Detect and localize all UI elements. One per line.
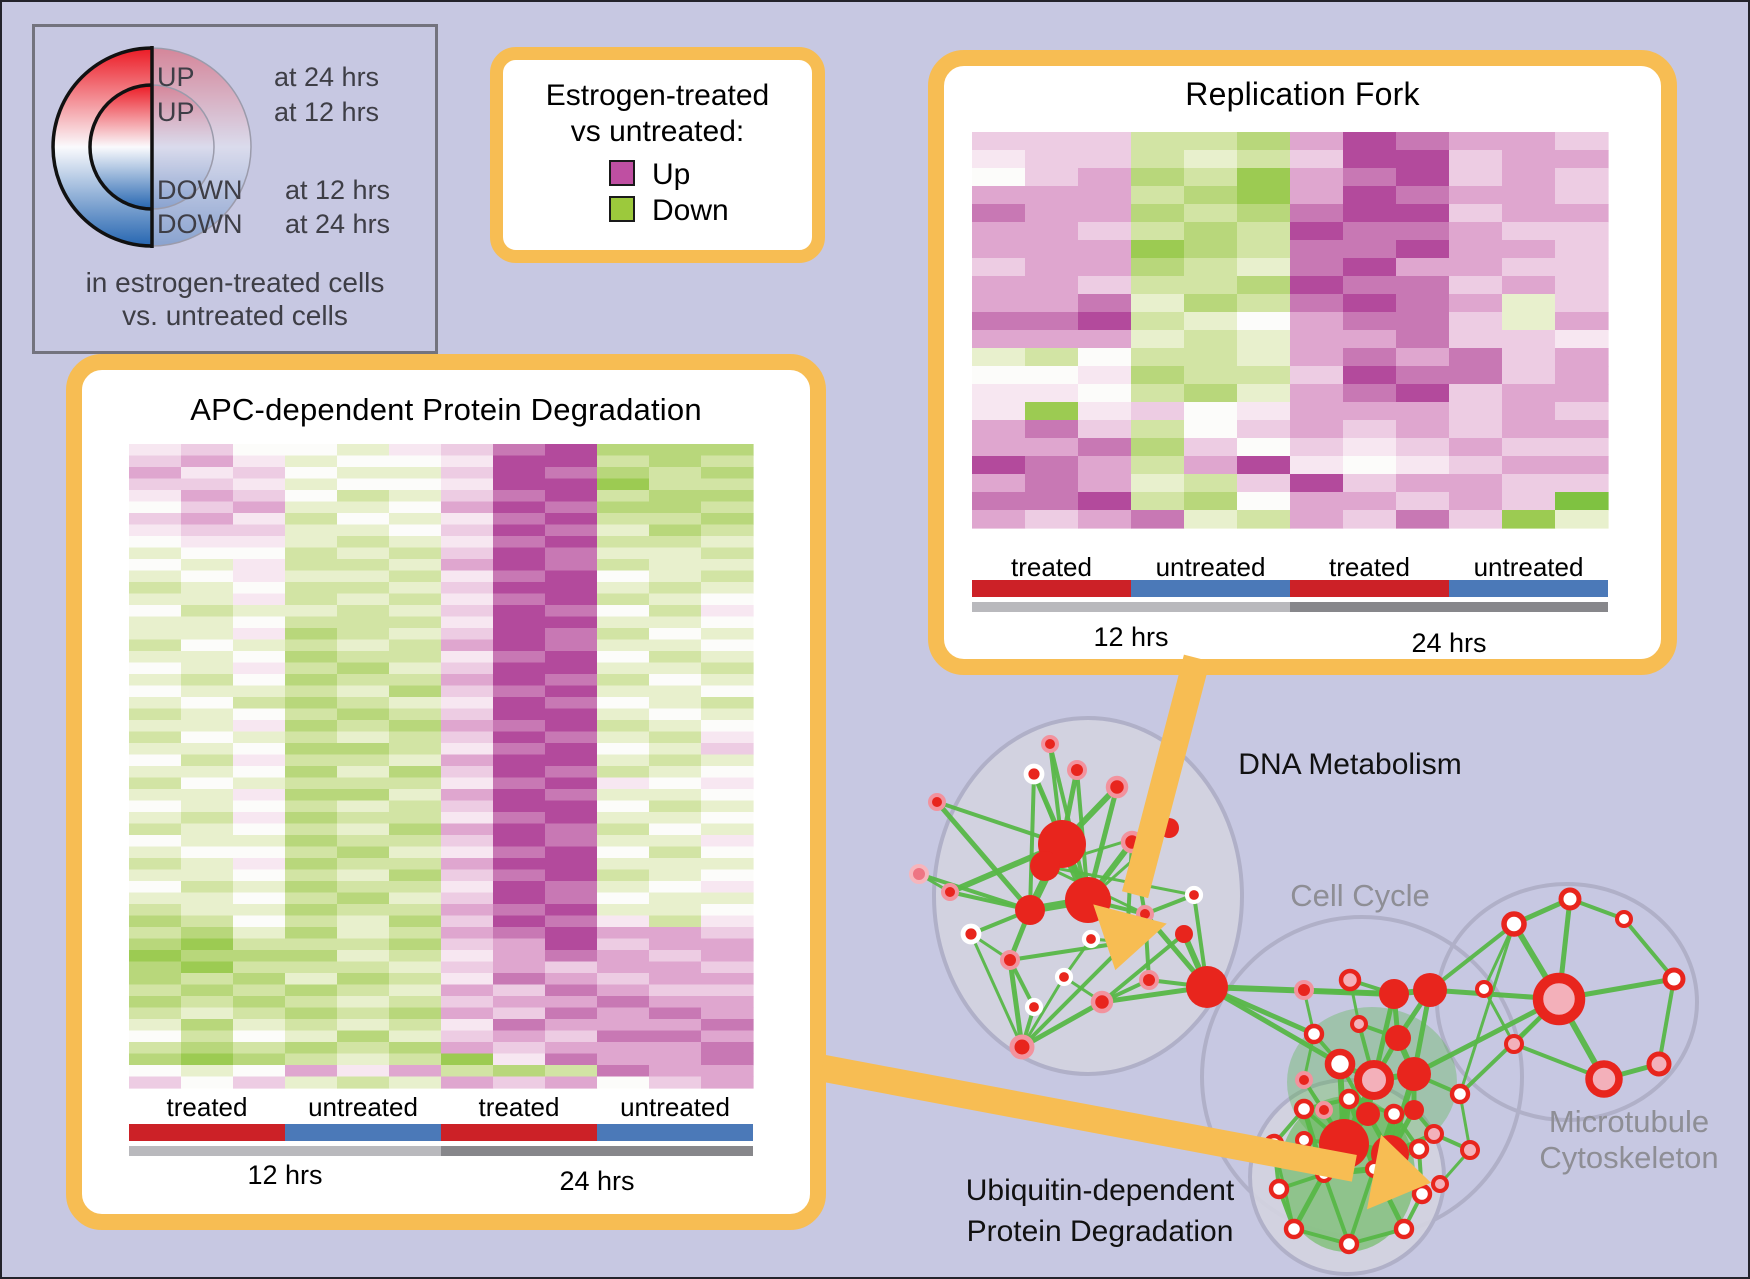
apc-group-label-2: untreated [308, 1092, 418, 1122]
apc-panel-title: APC-dependent Protein Degradation [190, 392, 702, 427]
rf-time-label-24: 24 hrs [1411, 628, 1487, 658]
updown-legend-title-line1: Estrogen-treated [545, 79, 770, 112]
updown-ring-diagram-icon [51, 32, 267, 262]
down-color-swatch [609, 196, 635, 222]
ring-footer-line2: vs. untreated cells [122, 300, 348, 331]
updown-legend-box: Estrogen-treated vs untreated: Up Down [490, 47, 825, 263]
ring-time-24: at 24 hrs [274, 62, 380, 92]
rf-time-label-12: 12 hrs [1093, 622, 1169, 652]
updown-legend-title-line2: vs untreated: [570, 115, 745, 148]
ring-time-down-24: at 24 hrs [285, 209, 391, 239]
network-label-ubiquitin-line1: Ubiquitin-dependent [965, 1174, 1235, 1207]
network-label-cell-cycle: Cell Cycle [1290, 878, 1430, 913]
apc-time-label-24: 24 hrs [559, 1166, 635, 1196]
ring-dir-up-24: UP [157, 62, 195, 92]
rf-group-label-2: untreated [1155, 552, 1266, 582]
network-label-dna-metabolism: DNA Metabolism [1238, 748, 1462, 781]
apc-group-label-3: treated [478, 1092, 560, 1122]
apc-group-label-1: treated [166, 1092, 248, 1122]
ring-legend-box: UP at 24 hrs UP at 12 hrs DOWN at 12 hrs… [32, 24, 438, 354]
network-label-microtubule-line1: Microtubule [1548, 1104, 1710, 1139]
rf-group-label-1: treated [1011, 552, 1092, 582]
rf-group-label-4: untreated [1473, 552, 1584, 582]
rf-panel-title: Replication Fork [1185, 76, 1420, 112]
network-label-microtubule-line2: Cytoskeleton [1539, 1140, 1719, 1175]
ring-time-12: at 12 hrs [274, 97, 380, 127]
ring-footer-line1: in estrogen-treated cells [85, 267, 385, 298]
up-label: Up [652, 158, 691, 191]
apc-time-label-12: 12 hrs [247, 1160, 323, 1190]
network-label-ubiquitin: Ubiquitin-dependent Protein Degradation [900, 1170, 1300, 1252]
apc-group-label-4: untreated [620, 1092, 730, 1122]
down-label: Down [652, 194, 729, 227]
up-color-swatch [609, 160, 635, 186]
rf-group-label-3: treated [1329, 552, 1410, 582]
network-label-microtubule: Microtubule Cytoskeleton [1479, 1104, 1748, 1176]
ring-dir-down-12: DOWN [157, 175, 243, 205]
ring-dir-down-24: DOWN [157, 209, 243, 239]
ring-dir-up-12: UP [157, 97, 195, 127]
ring-time-down-12: at 12 hrs [285, 175, 391, 205]
network-label-ubiquitin-line2: Protein Degradation [966, 1215, 1234, 1248]
